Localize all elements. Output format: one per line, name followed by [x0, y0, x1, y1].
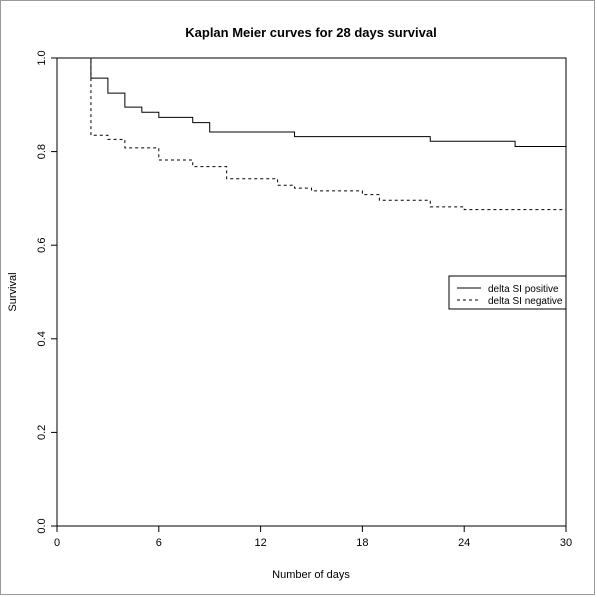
legend: delta SI positive delta SI negative	[448, 275, 567, 310]
y-axis-label: Survival	[7, 272, 19, 311]
x-tick-label: 12	[254, 537, 266, 549]
x-tick-label: 24	[458, 537, 470, 549]
survival-curve-positive	[57, 57, 566, 147]
y-tick-label: 0.4	[36, 331, 48, 346]
y-tick-label: 0.2	[36, 425, 48, 440]
legend-label-negative: delta SI negative	[488, 296, 563, 307]
x-tick-label: 18	[356, 537, 368, 549]
y-tick-label: 1.0	[36, 50, 48, 65]
survival-curves	[57, 57, 566, 211]
x-tick-label: 30	[560, 537, 572, 549]
y-axis: 0.0 0.2 0.4 0.6 0.8 1.0	[36, 50, 57, 534]
legend-label-positive: delta SI positive	[488, 284, 559, 295]
x-axis-label: Number of days	[272, 569, 350, 581]
legend-box	[448, 275, 567, 310]
y-tick-label: 0.8	[36, 144, 48, 159]
survival-curve-negative	[57, 57, 566, 211]
x-tick-label: 0	[54, 537, 60, 549]
x-tick-label: 6	[156, 537, 162, 549]
y-tick-label: 0.0	[36, 518, 48, 533]
y-tick-label: 0.6	[36, 238, 48, 253]
chart-title: Kaplan Meier curves for 28 days survival	[185, 25, 436, 40]
x-axis: 0 6 12 18 24 30	[54, 526, 572, 549]
